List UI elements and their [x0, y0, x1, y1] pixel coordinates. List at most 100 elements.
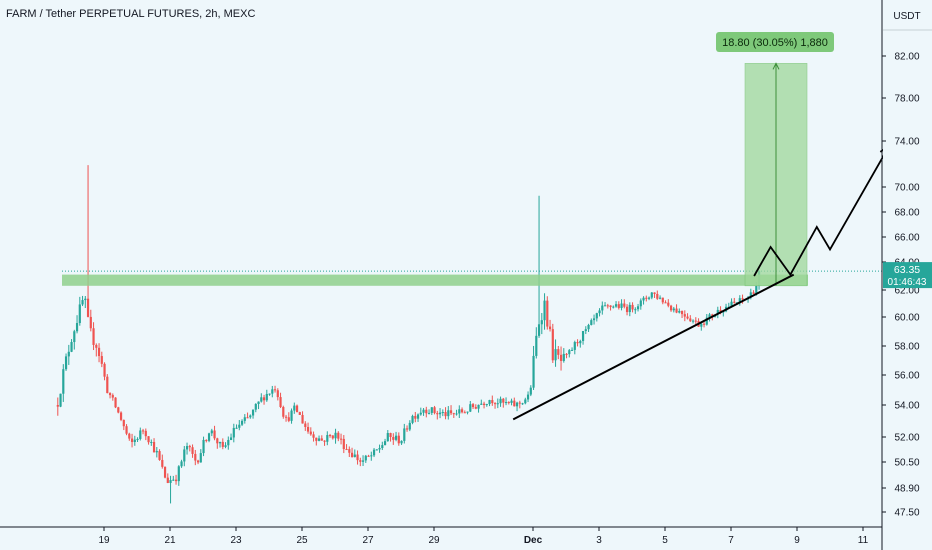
candle-body	[243, 417, 246, 421]
candle-body	[499, 398, 502, 404]
candle-body	[246, 417, 249, 419]
candle-body	[301, 414, 304, 424]
candle-body	[639, 300, 642, 307]
candle-body	[631, 304, 634, 310]
candle-body	[625, 306, 629, 313]
price-tick-label: 74.00	[894, 137, 919, 148]
candle-body	[75, 323, 79, 332]
candles-layer	[56, 165, 761, 504]
candle-body	[667, 302, 670, 306]
candle-body	[141, 430, 145, 432]
candle-body	[383, 441, 387, 446]
candle-body	[183, 449, 186, 462]
candle-body	[601, 305, 604, 311]
candle-body	[565, 353, 568, 355]
candle-body	[636, 306, 640, 310]
candle-body	[471, 404, 475, 408]
candle-body	[70, 342, 73, 352]
candle-body	[249, 415, 252, 418]
candle-body	[480, 403, 483, 405]
candle-body	[469, 404, 472, 412]
candle-body	[477, 404, 480, 409]
candle-body	[345, 449, 348, 451]
candle-body	[598, 310, 601, 314]
candle-body	[191, 447, 194, 454]
candle-body	[537, 324, 541, 336]
candle-body	[136, 438, 139, 440]
price-tick-label: 56.00	[894, 371, 919, 382]
candle-body	[238, 424, 241, 428]
candle-body	[367, 455, 370, 457]
candle-body	[86, 298, 90, 317]
time-tick-label: 27	[362, 535, 374, 546]
candle-body	[262, 397, 266, 401]
candle-body	[680, 310, 684, 315]
candle-body	[265, 393, 268, 401]
candle-body	[540, 320, 543, 325]
candle-body	[342, 438, 345, 450]
candle-body	[658, 297, 662, 299]
candle-body	[447, 410, 450, 417]
candle-body	[458, 409, 461, 414]
candle-body	[647, 297, 651, 299]
time-tick-label: 29	[428, 535, 440, 546]
candle-body	[672, 308, 675, 311]
candle-body	[337, 432, 340, 439]
candle-body	[656, 293, 659, 299]
candle-body	[73, 331, 76, 343]
candle-body	[664, 302, 667, 304]
candle-body	[463, 412, 466, 414]
candle-body	[700, 323, 703, 327]
candle-body	[686, 316, 689, 319]
candle-body	[260, 397, 263, 402]
candle-body	[353, 454, 356, 458]
price-tick-label: 82.00	[894, 52, 919, 63]
candle-body	[213, 430, 216, 439]
candle-body	[441, 412, 444, 414]
candle-body	[653, 292, 656, 294]
candle-body	[755, 285, 758, 294]
candle-body	[158, 451, 161, 460]
candle-body	[240, 420, 244, 425]
candle-body	[133, 439, 136, 443]
candle-body	[675, 308, 678, 313]
candle-body	[592, 318, 596, 321]
candle-body	[161, 459, 164, 467]
candle-body	[408, 422, 411, 430]
candle-body	[557, 349, 560, 355]
target-label-bg	[716, 32, 834, 52]
candle-body	[719, 309, 722, 313]
candle-body	[433, 407, 436, 414]
candle-body	[515, 402, 519, 407]
candle-body	[194, 453, 197, 461]
trendline	[512, 273, 795, 421]
candle-body	[606, 305, 609, 307]
candle-body	[524, 399, 527, 404]
candle-body	[689, 318, 692, 322]
candle-body	[348, 449, 351, 453]
candle-body	[548, 326, 552, 330]
price-tick-label: 52.00	[894, 433, 919, 444]
candle-body	[177, 466, 180, 482]
candle-body	[414, 415, 417, 419]
candle-body	[623, 303, 626, 307]
candle-body	[356, 454, 359, 461]
candle-body	[749, 292, 752, 298]
candle-body	[405, 428, 409, 430]
candle-body	[372, 449, 376, 456]
time-tick-label: 19	[98, 535, 110, 546]
candle-body	[584, 329, 587, 332]
candle-body	[568, 350, 571, 355]
candle-body	[425, 409, 428, 414]
price-tick-label: 62.00	[894, 286, 919, 297]
candle-body	[496, 403, 499, 405]
candle-body	[691, 320, 695, 322]
candle-body	[359, 460, 362, 462]
candle-body	[89, 316, 92, 329]
candle-body	[152, 441, 156, 453]
candle-body	[397, 435, 400, 444]
candle-body	[125, 426, 128, 434]
chart-title: FARM / Tether PERPETUAL FUTURES, 2h, MEX…	[6, 8, 255, 20]
candle-body	[331, 435, 334, 439]
